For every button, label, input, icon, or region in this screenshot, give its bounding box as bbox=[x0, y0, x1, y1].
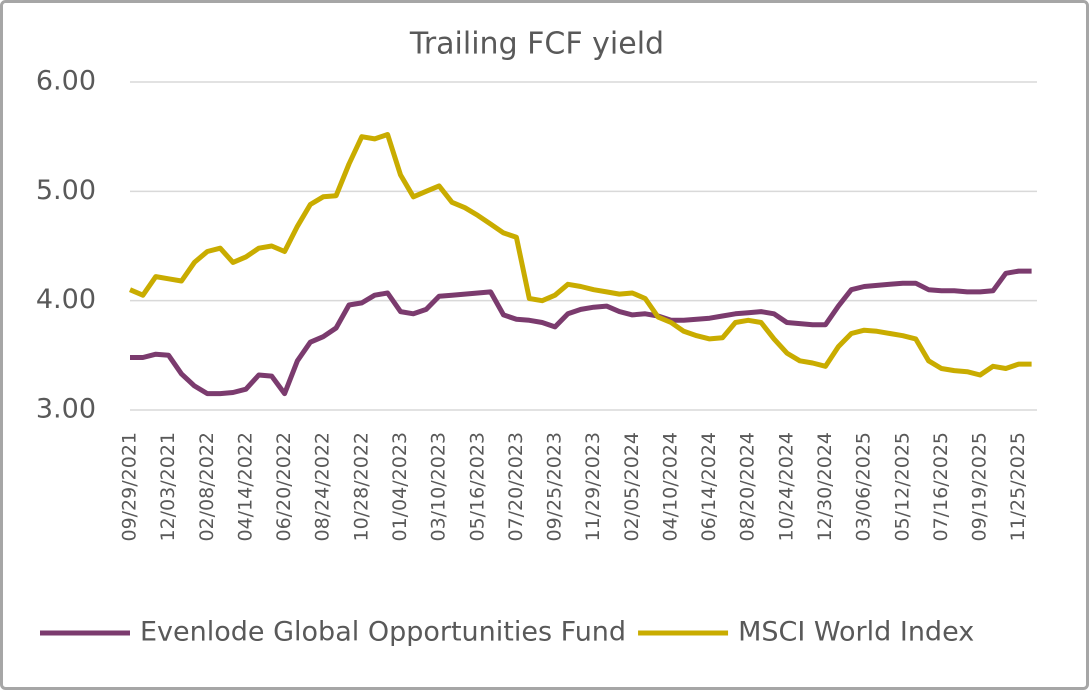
x-tick-label: 11/29/2023 bbox=[582, 432, 604, 542]
x-tick-label: 12/30/2024 bbox=[814, 432, 836, 542]
x-tick-label: 02/08/2022 bbox=[196, 432, 218, 542]
x-tick-label: 09/25/2023 bbox=[544, 432, 566, 542]
y-tick-label: 6.00 bbox=[36, 66, 96, 97]
x-tick-label: 04/10/2024 bbox=[659, 432, 681, 542]
legend-label: Evenlode Global Opportunities Fund bbox=[140, 617, 626, 648]
x-tick-label: 02/05/2024 bbox=[621, 432, 643, 542]
x-tick-label: 05/12/2025 bbox=[891, 432, 913, 542]
x-tick-label: 08/24/2022 bbox=[312, 432, 334, 542]
x-tick-label: 06/14/2024 bbox=[698, 432, 720, 542]
x-tick-label: 01/04/2023 bbox=[389, 432, 411, 542]
chart-title: Trailing FCF yield bbox=[409, 27, 664, 62]
y-tick-label: 3.00 bbox=[36, 394, 96, 425]
x-tick-label: 04/14/2022 bbox=[234, 432, 256, 542]
x-tick-label: 07/20/2023 bbox=[505, 432, 527, 542]
x-tick-label: 10/24/2024 bbox=[775, 432, 797, 542]
x-tick-label: 03/10/2023 bbox=[428, 432, 450, 542]
line-series bbox=[129, 132, 1032, 378]
x-tick-label: 08/20/2024 bbox=[737, 432, 759, 542]
x-tick-label: 11/25/2025 bbox=[1007, 432, 1029, 542]
x-tick-label: 06/20/2022 bbox=[273, 432, 295, 542]
x-tick-label: 05/16/2023 bbox=[466, 432, 488, 542]
y-tick-label: 5.00 bbox=[36, 175, 96, 206]
x-tick-label: 09/19/2025 bbox=[969, 432, 991, 542]
line-series bbox=[130, 268, 1032, 397]
x-tick-label: 07/16/2025 bbox=[930, 432, 952, 542]
x-tick-label: 09/29/2021 bbox=[119, 432, 141, 542]
x-tick-label: 03/06/2025 bbox=[853, 432, 875, 542]
x-tick-label: 10/28/2022 bbox=[350, 432, 372, 542]
x-tick-label: 12/03/2021 bbox=[157, 432, 179, 542]
y-tick-label: 4.00 bbox=[36, 284, 96, 315]
legend-label: MSCI World Index bbox=[738, 617, 974, 648]
